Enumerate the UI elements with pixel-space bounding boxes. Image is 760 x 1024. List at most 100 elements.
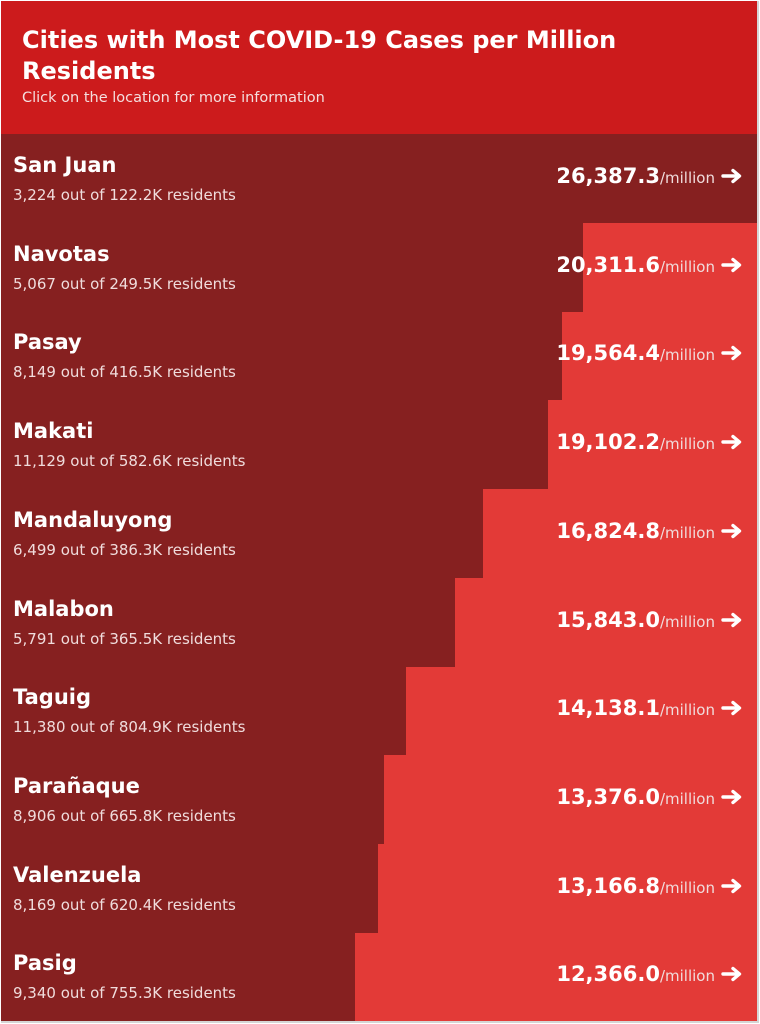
cases-count: 11,380 <box>13 718 66 737</box>
city-row[interactable]: San Juan 3,224 out of 122.2K residents 26,… <box>1 134 757 223</box>
bar <box>1 222 583 312</box>
arrow-right-icon[interactable] <box>721 612 743 628</box>
cases-count: 8,906 <box>13 806 56 825</box>
chart-title: Cities with Most COVID-19 Cases per Mill… <box>22 26 617 85</box>
detail-middle: out of <box>60 363 105 382</box>
cases-count: 8,169 <box>13 895 56 914</box>
city-name: Mandaluyong <box>13 507 173 532</box>
detail-suffix: residents <box>166 984 236 1003</box>
detail-suffix: residents <box>166 895 236 914</box>
chart-subtitle: Click on the location for more informati… <box>22 90 325 106</box>
arrow-right-icon[interactable] <box>721 434 743 450</box>
rate-value: 13,166.8 <box>556 873 660 898</box>
detail-middle: out of <box>70 452 115 471</box>
cases-count: 5,067 <box>13 274 56 293</box>
residents-count: 416.5K <box>109 363 163 382</box>
arrow-right-icon[interactable] <box>721 789 743 805</box>
city-row[interactable]: Taguig 11,380 out of 804.9K residents 14,1… <box>1 666 757 756</box>
bar <box>1 488 484 578</box>
bar <box>1 400 549 490</box>
detail-suffix: residents <box>166 540 236 559</box>
detail-middle: out of <box>70 718 115 737</box>
detail-middle: out of <box>60 629 105 648</box>
rate-value: 19,564.4 <box>556 341 660 366</box>
rate-unit: /million <box>659 435 715 454</box>
rate-label: 13,166.8/million <box>556 874 743 898</box>
city-name: Pasay <box>13 330 82 355</box>
cases-count: 5,791 <box>13 629 56 648</box>
rate-unit: /million <box>659 346 715 365</box>
rate-label: 19,102.2/million <box>556 430 743 454</box>
detail-middle: out of <box>60 274 105 293</box>
city-row[interactable]: Navotas 5,067 out of 249.5K residents 20,3… <box>1 222 757 312</box>
case-detail: 6,499 out of 386.3K residents <box>13 541 236 559</box>
city-name: Valenzuela <box>13 862 142 887</box>
detail-suffix: residents <box>166 806 236 825</box>
arrow-right-icon[interactable] <box>721 523 743 539</box>
case-detail: 8,149 out of 416.5K residents <box>13 363 236 381</box>
city-row[interactable]: Makati 11,129 out of 582.6K residents 19,1… <box>1 400 757 490</box>
rate-label: 16,824.8/million <box>556 519 743 543</box>
detail-middle: out of <box>60 186 105 204</box>
cases-count: 11,129 <box>13 452 66 471</box>
city-row[interactable]: Malabon 5,791 out of 365.5K residents 15,8… <box>1 577 757 667</box>
rate-unit: /million <box>659 257 715 276</box>
rate-label: 15,843.0/million <box>556 608 743 632</box>
city-list: San Juan 3,224 out of 122.2K residents 26,… <box>1 134 757 1021</box>
city-name: Makati <box>13 419 94 444</box>
rate-value: 19,102.2 <box>556 430 660 455</box>
rate-value: 26,387.3 <box>556 164 660 188</box>
arrow-right-icon[interactable] <box>721 700 743 716</box>
case-detail: 3,224 out of 122.2K residents <box>13 186 236 204</box>
bar <box>1 932 356 1021</box>
detail-middle: out of <box>60 806 105 825</box>
city-row[interactable]: Valenzuela 8,169 out of 620.4K residents 1… <box>1 843 757 933</box>
case-detail: 9,340 out of 755.3K residents <box>13 984 236 1002</box>
case-detail: 8,169 out of 620.4K residents <box>13 896 236 914</box>
city-row[interactable]: Pasay 8,149 out of 416.5K residents 19,564… <box>1 311 757 401</box>
residents-count: 249.5K <box>109 274 163 293</box>
rate-unit: /million <box>659 789 715 808</box>
residents-count: 804.9K <box>118 718 172 737</box>
bar <box>1 754 385 844</box>
rate-label: 13,376.0/million <box>556 785 743 809</box>
city-name: Parañaque <box>13 773 140 798</box>
rate-label: 20,311.6/million <box>556 253 743 277</box>
arrow-right-icon[interactable] <box>721 257 743 273</box>
residents-count: 386.3K <box>109 540 163 559</box>
rate-unit: /million <box>659 523 715 542</box>
chart-header: Cities with Most COVID-19 Cases per Mill… <box>1 1 757 134</box>
rate-value: 15,843.0 <box>556 607 660 632</box>
arrow-right-icon[interactable] <box>721 966 743 982</box>
city-name: San Juan <box>13 153 117 177</box>
detail-suffix: residents <box>166 363 236 382</box>
detail-middle: out of <box>60 984 105 1003</box>
rate-label: 19,564.4/million <box>556 341 743 365</box>
rate-label: 26,387.3/million <box>556 164 743 188</box>
cases-count: 9,340 <box>13 984 56 1003</box>
detail-suffix: residents <box>176 452 246 471</box>
arrow-right-icon[interactable] <box>721 168 743 184</box>
arrow-right-icon[interactable] <box>721 345 743 361</box>
case-detail: 11,129 out of 582.6K residents <box>13 452 245 470</box>
rate-unit: /million <box>659 878 715 897</box>
detail-suffix: residents <box>176 718 246 737</box>
rate-unit: /million <box>659 612 715 631</box>
city-name: Malabon <box>13 596 114 621</box>
city-name: Navotas <box>13 241 110 266</box>
detail-middle: out of <box>60 540 105 559</box>
cases-count: 3,224 <box>13 186 56 204</box>
case-detail: 5,067 out of 249.5K residents <box>13 275 236 293</box>
detail-middle: out of <box>60 895 105 914</box>
case-detail: 11,380 out of 804.9K residents <box>13 718 245 736</box>
city-name: Taguig <box>13 685 92 710</box>
case-detail: 8,906 out of 665.8K residents <box>13 807 236 825</box>
bar <box>1 577 455 667</box>
city-row[interactable]: Pasig 9,340 out of 755.3K residents 12,366… <box>1 932 757 1021</box>
arrow-right-icon[interactable] <box>721 878 743 894</box>
detail-suffix: residents <box>166 629 236 648</box>
city-row[interactable]: Mandaluyong 6,499 out of 386.3K residents… <box>1 488 757 578</box>
city-row[interactable]: Parañaque 8,906 out of 665.8K residents 13… <box>1 754 757 844</box>
residents-count: 665.8K <box>109 806 163 825</box>
